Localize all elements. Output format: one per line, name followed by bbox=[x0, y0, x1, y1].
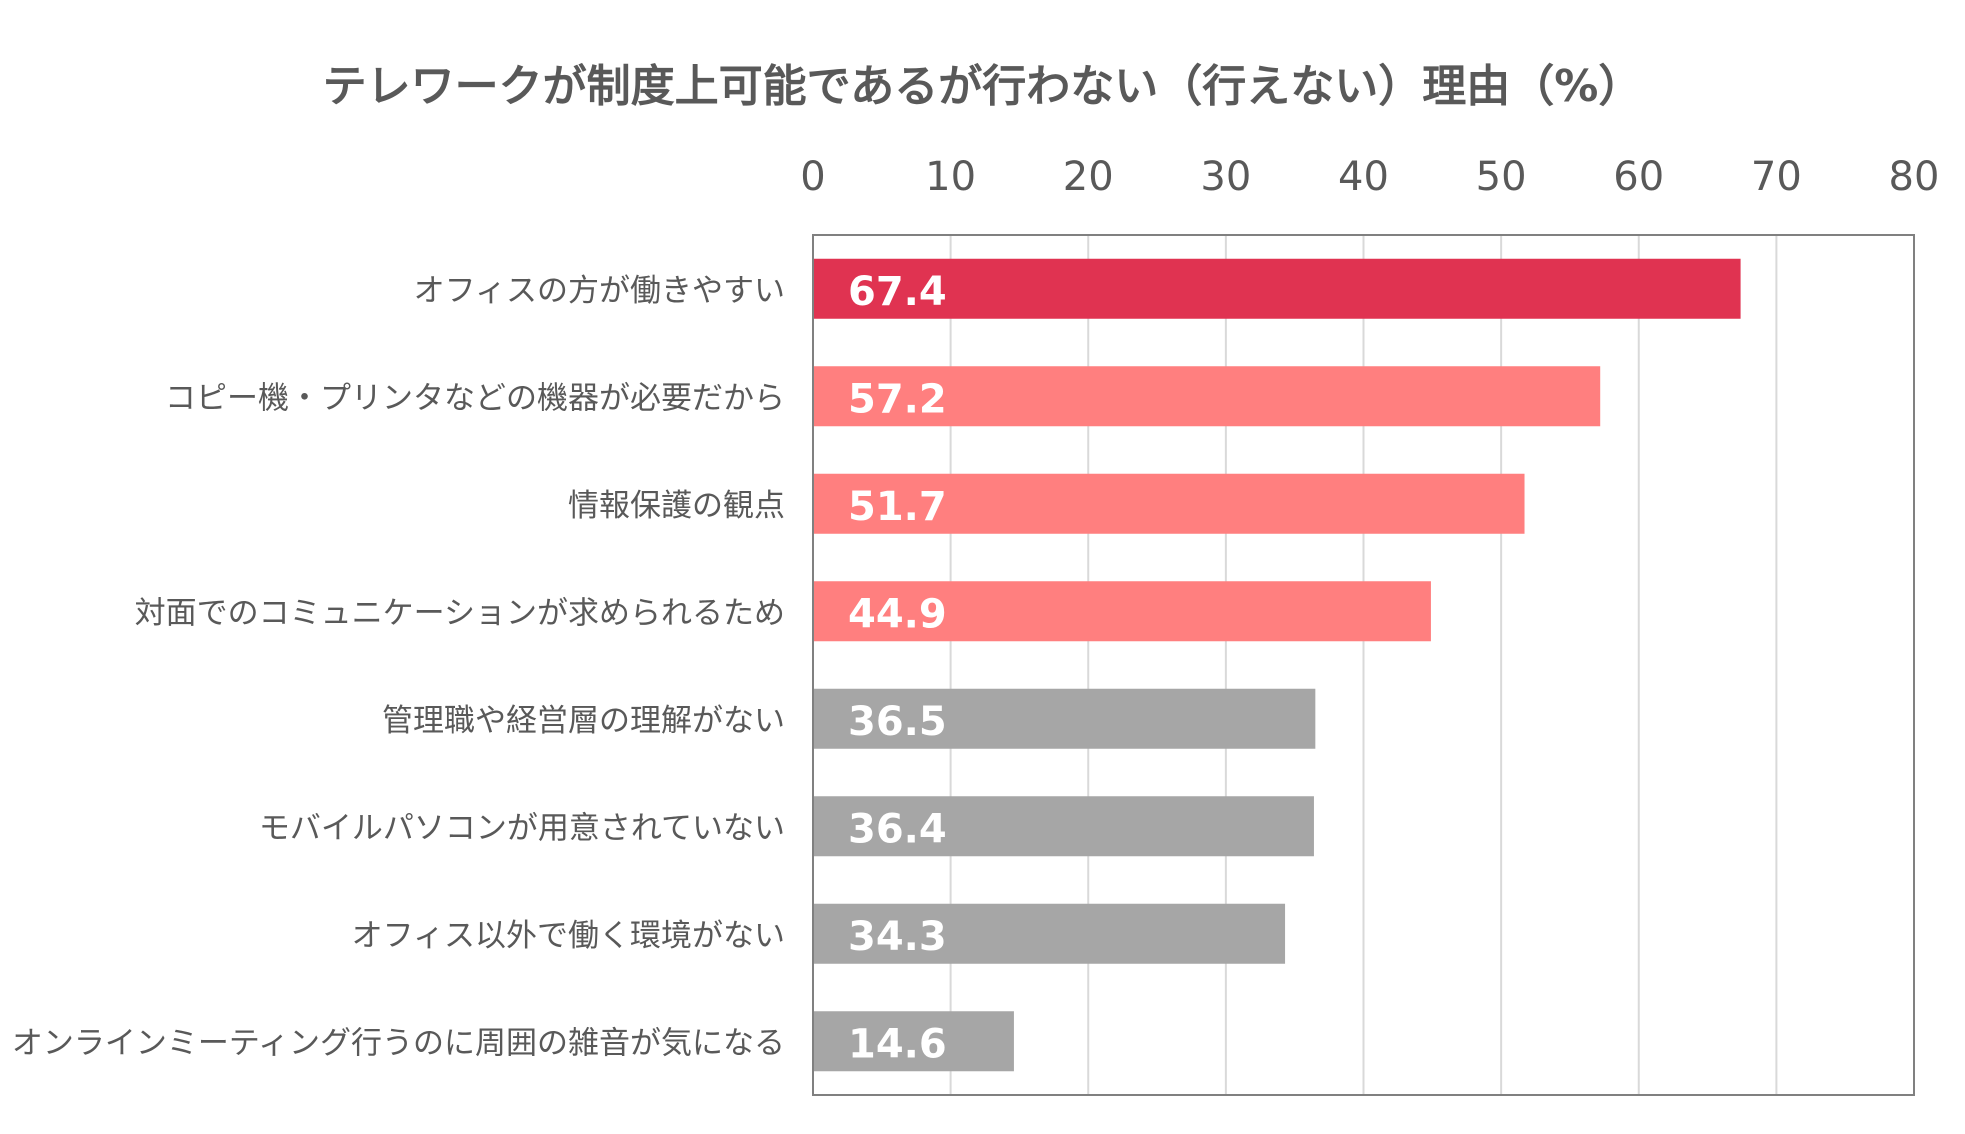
category-labels: オフィスの方が働きやすいコピー機・プリンタなどの機器が必要だから情報保護の観点対… bbox=[12, 273, 785, 1062]
x-tick-label: 20 bbox=[1063, 154, 1114, 200]
x-tick-label: 50 bbox=[1476, 154, 1527, 200]
category-label: オンラインミーティング行うのに周囲の雑音が気になる bbox=[12, 1025, 785, 1061]
bar-4 bbox=[813, 581, 1431, 642]
category-label: オフィスの方が働きやすい bbox=[414, 273, 785, 309]
bar-1 bbox=[813, 258, 1741, 319]
bars bbox=[813, 258, 1741, 1072]
bar-7 bbox=[813, 903, 1286, 964]
bar-6 bbox=[813, 796, 1314, 857]
value-label: 14.6 bbox=[848, 1021, 947, 1067]
x-tick-label: 0 bbox=[800, 154, 825, 200]
value-label: 51.7 bbox=[848, 484, 947, 530]
x-tick-label: 70 bbox=[1751, 154, 1802, 200]
value-label: 36.4 bbox=[848, 806, 947, 852]
bar-5 bbox=[813, 688, 1316, 749]
x-tick-label: 80 bbox=[1889, 154, 1940, 200]
bar-3 bbox=[813, 473, 1525, 534]
chart-title: テレワークが制度上可能であるが行わない（行えない）理由（%） bbox=[322, 61, 1643, 112]
value-label: 67.4 bbox=[848, 269, 947, 315]
grid-lines bbox=[949, 235, 1778, 1095]
value-label: 57.2 bbox=[848, 376, 947, 422]
value-label: 36.5 bbox=[848, 699, 947, 745]
bar-2 bbox=[813, 366, 1601, 427]
x-tick-label: 10 bbox=[925, 154, 976, 200]
category-label: 情報保護の観点 bbox=[568, 488, 785, 524]
value-label: 34.3 bbox=[848, 914, 947, 960]
category-label: 管理職や経営層の理解がない bbox=[382, 703, 785, 739]
bar-8 bbox=[813, 1011, 1014, 1072]
x-tick-label: 60 bbox=[1613, 154, 1664, 200]
plot-frame bbox=[812, 234, 1915, 1096]
category-label: 対面でのコミュニケーションが求められるため bbox=[135, 595, 785, 631]
x-tick-label: 30 bbox=[1200, 154, 1251, 200]
x-axis-ticks: 0 10 20 30 40 50 60 70 80 bbox=[800, 154, 1939, 200]
value-label: 44.9 bbox=[848, 591, 947, 637]
x-tick-label: 40 bbox=[1338, 154, 1389, 200]
category-label: オフィス以外で働く環境がない bbox=[352, 918, 785, 954]
value-labels: 67.4 57.2 51.7 44.9 36.5 36.4 34.3 14.6 bbox=[848, 269, 947, 1068]
category-label: コピー機・プリンタなどの機器が必要だから bbox=[165, 380, 785, 416]
category-label: モバイルパソコンが用意されていない bbox=[259, 810, 785, 846]
